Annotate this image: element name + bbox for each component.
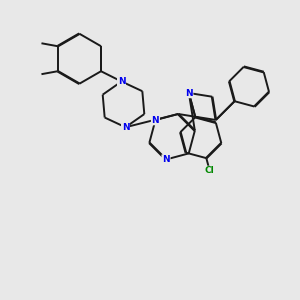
Text: N: N — [185, 88, 193, 98]
Text: N: N — [162, 155, 170, 164]
Text: N: N — [122, 123, 129, 132]
Text: N: N — [152, 116, 159, 124]
Text: N: N — [118, 77, 125, 86]
Text: Cl: Cl — [205, 167, 214, 176]
